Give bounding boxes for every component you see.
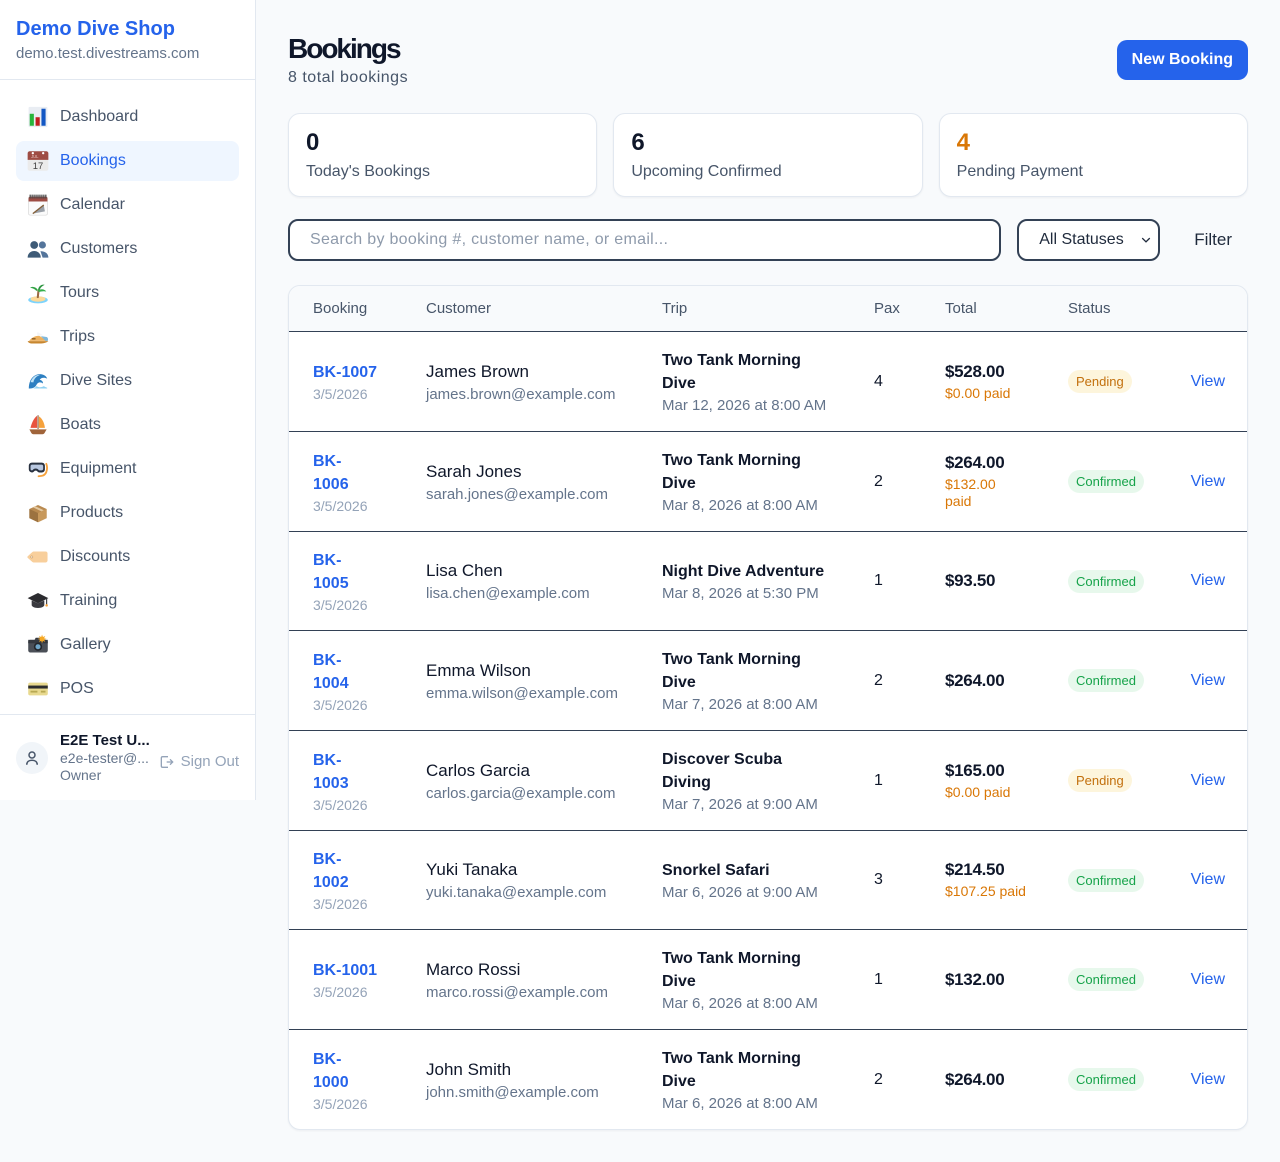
svg-text:17: 17: [33, 160, 43, 171]
svg-text:JUL: JUL: [31, 154, 39, 159]
